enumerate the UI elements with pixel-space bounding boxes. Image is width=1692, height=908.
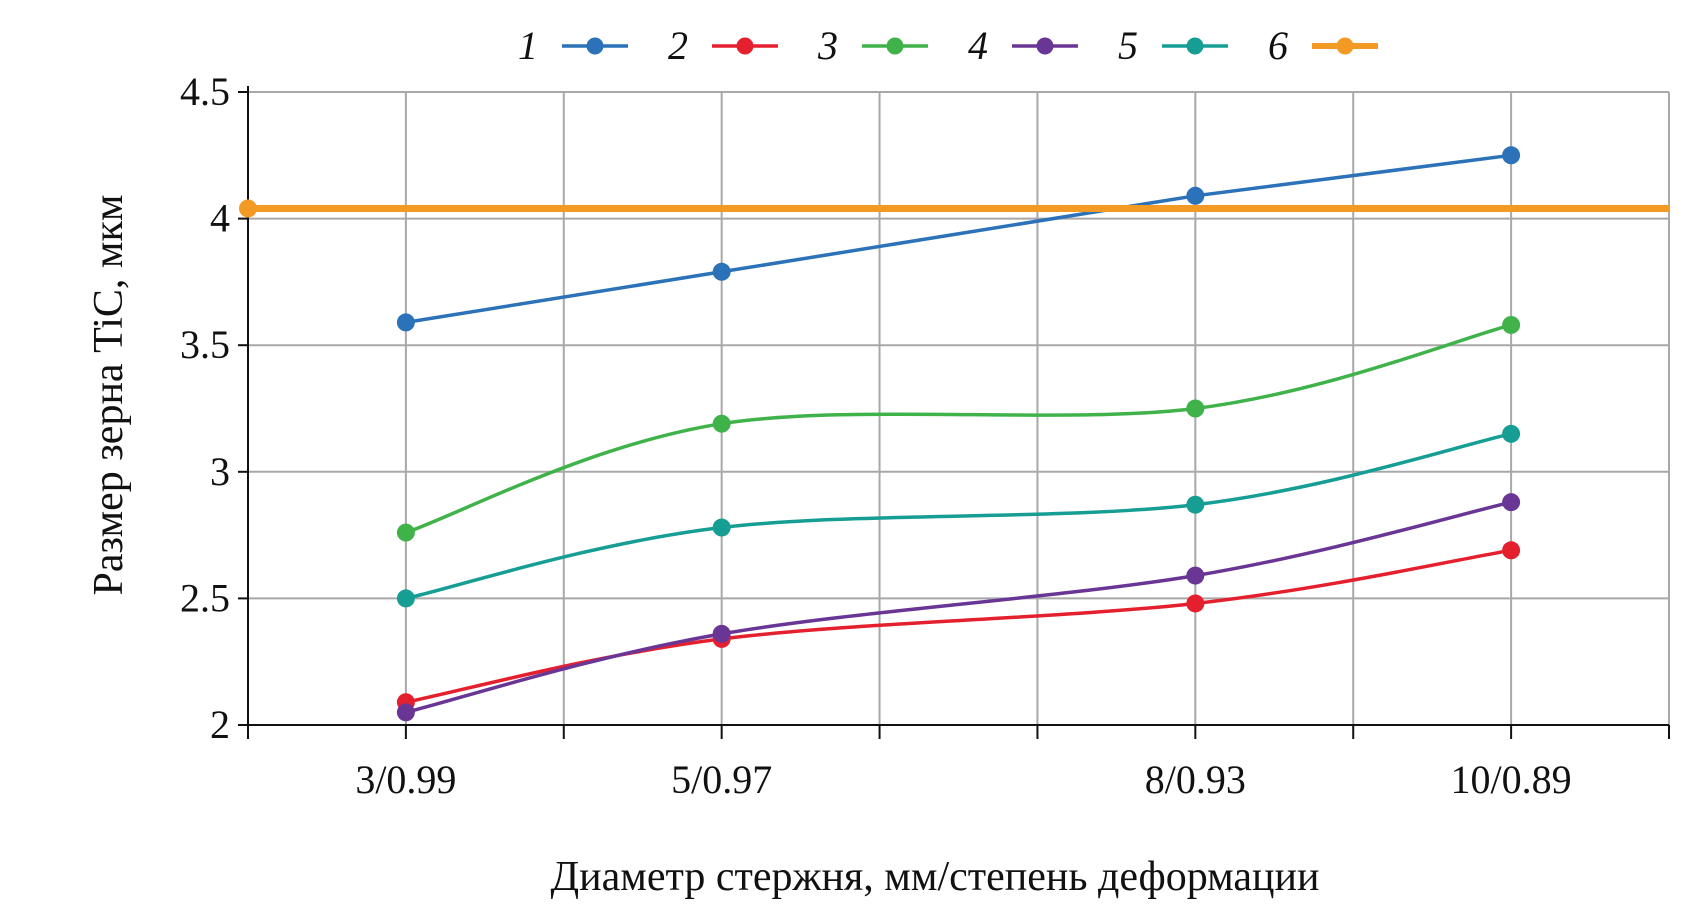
x-tick-label: 8/0.93 bbox=[1145, 757, 1246, 802]
data-point bbox=[1186, 566, 1205, 585]
y-tick-label: 2.5 bbox=[180, 575, 230, 620]
data-point bbox=[1502, 146, 1521, 165]
data-point bbox=[712, 262, 731, 281]
data-point bbox=[396, 523, 415, 542]
data-point bbox=[1186, 399, 1205, 418]
data-point bbox=[1502, 541, 1521, 560]
series-4 bbox=[396, 493, 1521, 722]
y-axis-label: Размер зерна TiC, мкм bbox=[86, 195, 132, 596]
series-line-1 bbox=[405, 153, 1512, 325]
data-point bbox=[239, 199, 257, 218]
data-point bbox=[1186, 186, 1205, 205]
data-point bbox=[1186, 495, 1205, 514]
series-line-3 bbox=[405, 323, 1512, 535]
y-ticks: 2 2.5 3 3.5 4 4.5 bbox=[180, 69, 248, 747]
data-point bbox=[396, 313, 415, 332]
legend-label: 1 bbox=[518, 23, 538, 68]
legend-item-4: 4 bbox=[968, 23, 1078, 68]
legend-item-3: 3 bbox=[817, 23, 928, 68]
series-1 bbox=[396, 146, 1521, 332]
series-line-5 bbox=[405, 432, 1512, 601]
legend-label: 6 bbox=[1268, 23, 1288, 68]
data-point bbox=[1186, 594, 1205, 613]
data-point bbox=[1502, 424, 1521, 443]
y-tick-label: 2 bbox=[210, 702, 230, 747]
data-point bbox=[712, 414, 731, 433]
grid bbox=[248, 91, 1670, 725]
data-point bbox=[396, 703, 415, 722]
legend-item-6: 6 bbox=[1268, 23, 1378, 68]
data-point bbox=[1502, 493, 1521, 512]
legend-swatch-marker bbox=[1036, 37, 1054, 55]
data-point bbox=[712, 624, 731, 643]
series-line-2 bbox=[405, 548, 1512, 704]
legend-label: 2 bbox=[668, 23, 688, 68]
legend: 1 2 3 4 5 6 bbox=[518, 23, 1378, 68]
y-tick-label: 4 bbox=[210, 196, 230, 241]
series-group bbox=[239, 146, 1669, 722]
legend-item-1: 1 bbox=[518, 23, 628, 68]
x-tick-label: 10/0.89 bbox=[1451, 757, 1572, 802]
series-5 bbox=[396, 424, 1521, 608]
series-6 bbox=[239, 199, 1669, 218]
series-3 bbox=[396, 315, 1521, 542]
axes bbox=[247, 86, 1670, 739]
x-tick-label: 3/0.99 bbox=[355, 757, 456, 802]
series-line-4 bbox=[405, 500, 1512, 715]
legend-label: 3 bbox=[817, 23, 838, 68]
series-2 bbox=[396, 541, 1521, 712]
legend-swatch-marker bbox=[1336, 37, 1354, 55]
y-tick-label: 3.5 bbox=[180, 322, 230, 367]
data-point bbox=[1502, 315, 1521, 334]
x-axis-label: Диаметр стержня, мм/степень деформации bbox=[551, 854, 1320, 900]
legend-label: 5 bbox=[1118, 23, 1138, 68]
legend-swatch-marker bbox=[586, 37, 604, 55]
legend-label: 4 bbox=[968, 23, 988, 68]
legend-swatch-marker bbox=[886, 37, 904, 55]
y-tick-label: 4.5 bbox=[180, 69, 230, 114]
legend-swatch-marker bbox=[736, 37, 754, 55]
legend-item-2: 2 bbox=[668, 23, 778, 68]
legend-swatch-marker bbox=[1186, 37, 1204, 55]
data-point bbox=[712, 518, 731, 537]
data-point bbox=[396, 589, 415, 608]
y-tick-label: 3 bbox=[210, 449, 230, 494]
x-ticks: 3/0.99 5/0.97 8/0.93 10/0.89 bbox=[355, 757, 1571, 802]
x-tick-label: 5/0.97 bbox=[671, 757, 772, 802]
legend-item-5: 5 bbox=[1118, 23, 1228, 68]
